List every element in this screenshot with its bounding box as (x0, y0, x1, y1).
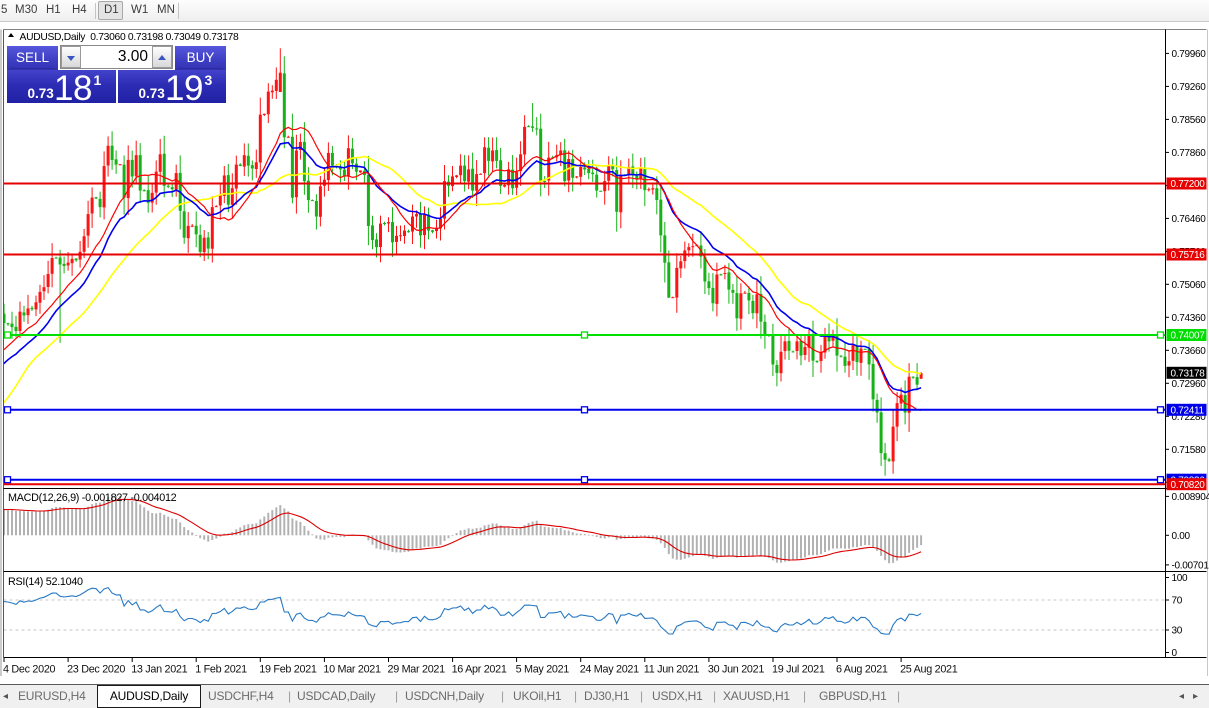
svg-text:24 May 2021: 24 May 2021 (580, 664, 639, 676)
svg-text:19 Feb 2021: 19 Feb 2021 (259, 664, 317, 676)
svg-text:11 Jun 2021: 11 Jun 2021 (644, 664, 700, 676)
svg-text:0.72411: 0.72411 (1171, 405, 1205, 416)
svg-text:1 Feb 2021: 1 Feb 2021 (195, 664, 247, 676)
svg-text:0.76460: 0.76460 (1172, 214, 1207, 225)
svg-text:-0.007013: -0.007013 (1172, 561, 1209, 572)
svg-text:5 May 2021: 5 May 2021 (516, 664, 570, 676)
svg-text:0: 0 (1172, 648, 1178, 659)
svg-text:MACD(12,26,9) -0.001827 -0.004: MACD(12,26,9) -0.001827 -0.004012 (8, 492, 177, 504)
svg-text:70: 70 (1172, 596, 1183, 607)
svg-text:30: 30 (1172, 626, 1183, 637)
svg-text:10 Mar 2021: 10 Mar 2021 (323, 664, 381, 676)
svg-text:30 Jun 2021: 30 Jun 2021 (708, 664, 764, 676)
svg-text:19 Jul 2021: 19 Jul 2021 (772, 664, 825, 676)
svg-text:0.79260: 0.79260 (1172, 82, 1207, 93)
svg-text:100: 100 (1172, 573, 1189, 584)
svg-text:0.78560: 0.78560 (1172, 115, 1207, 126)
svg-text:RSI(14) 52.1040: RSI(14) 52.1040 (8, 576, 83, 588)
svg-text:0.70820: 0.70820 (1171, 480, 1206, 491)
svg-text:0.73178: 0.73178 (1171, 369, 1206, 380)
svg-text:23 Dec 2020: 23 Dec 2020 (67, 664, 125, 676)
svg-text:13 Jan 2021: 13 Jan 2021 (131, 664, 187, 676)
svg-text:6 Aug 2021: 6 Aug 2021 (836, 664, 888, 676)
svg-text:0.75716: 0.75716 (1171, 250, 1206, 261)
svg-text:0.72960: 0.72960 (1172, 379, 1207, 390)
svg-text:0.00: 0.00 (1172, 531, 1191, 542)
svg-text:0.72280: 0.72280 (1172, 412, 1207, 423)
svg-text:16 Apr 2021: 16 Apr 2021 (452, 664, 507, 676)
svg-text:0.74007: 0.74007 (1171, 331, 1206, 342)
svg-text:0.008904: 0.008904 (1172, 492, 1209, 503)
svg-text:0.79960: 0.79960 (1172, 49, 1207, 60)
svg-text:0.74360: 0.74360 (1172, 313, 1207, 324)
svg-text:0.73660: 0.73660 (1172, 346, 1207, 357)
svg-text:4 Dec 2020: 4 Dec 2020 (3, 664, 56, 676)
svg-text:29 Mar 2021: 29 Mar 2021 (388, 664, 446, 676)
svg-text:0.77200: 0.77200 (1171, 179, 1206, 190)
svg-text:0.77860: 0.77860 (1172, 148, 1207, 159)
svg-text:25 Aug 2021: 25 Aug 2021 (900, 664, 958, 676)
svg-text:0.75060: 0.75060 (1172, 280, 1207, 291)
svg-text:0.71580: 0.71580 (1172, 445, 1207, 456)
